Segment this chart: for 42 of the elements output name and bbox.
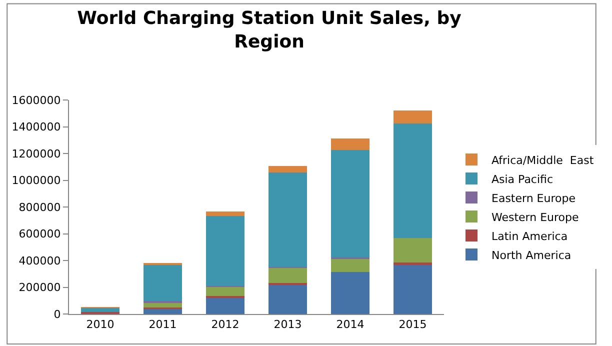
- bar: [393, 110, 432, 124]
- bar: [330, 272, 370, 314]
- bar: [268, 284, 308, 314]
- bar: [268, 166, 308, 172]
- bar: [206, 212, 245, 216]
- bar: [393, 124, 432, 238]
- bar: [330, 150, 370, 258]
- x-tick-label: 2013: [274, 318, 302, 332]
- bar: [80, 308, 120, 312]
- bar: [206, 216, 245, 286]
- bar: [393, 264, 432, 314]
- y-tick-label: 200000: [18, 281, 61, 294]
- legend-label: North America: [492, 248, 572, 262]
- legend-label: Latin America: [492, 230, 568, 243]
- bar: [268, 172, 308, 268]
- bar: [268, 268, 308, 283]
- chart-title: World Charging Station Unit Sales, by Region: [77, 8, 462, 53]
- bar: [330, 258, 370, 272]
- bar: [330, 138, 370, 150]
- y-tick-label: 800000: [18, 200, 61, 214]
- y-tick-label: 0: [54, 308, 61, 321]
- y-tick-label: 1200000: [12, 147, 61, 160]
- x-tick-label: 2012: [211, 318, 240, 332]
- x-tick-label: 2010: [86, 318, 114, 332]
- y-tick-label: 600000: [18, 228, 61, 241]
- y-tick-label: 1400000: [12, 120, 61, 134]
- x-tick-label: 2015: [398, 318, 427, 332]
- bar: [206, 286, 245, 296]
- bar: [393, 262, 432, 265]
- x-tick-label: 2014: [336, 318, 364, 332]
- bar: [143, 308, 182, 314]
- y-tick-label: 1000000: [12, 174, 61, 188]
- legend-label: Western Europe: [492, 210, 580, 224]
- x-tick-label: 2011: [148, 318, 177, 332]
- bar: [206, 298, 245, 314]
- legend-label: Africa/Middle East: [492, 154, 594, 167]
- bar: [143, 264, 182, 301]
- y-tick-label: 400000: [18, 254, 61, 268]
- legend-label: Eastern Europe: [492, 192, 576, 205]
- bar: [393, 238, 432, 262]
- y-tick-label: 1600000: [12, 94, 61, 107]
- legend-label: Asia Pacific: [492, 172, 554, 186]
